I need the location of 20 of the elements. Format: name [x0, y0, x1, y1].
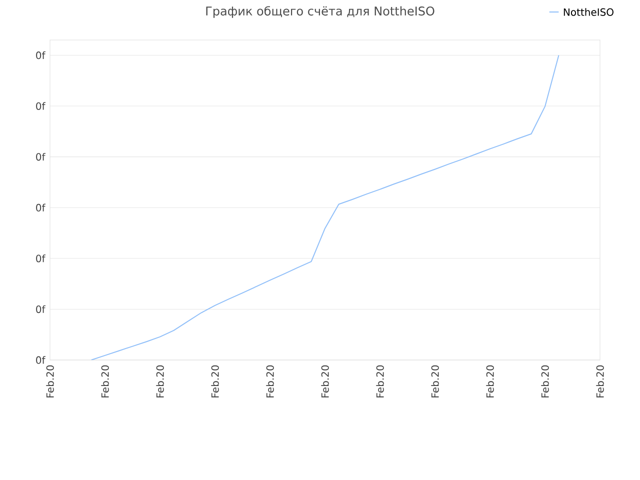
text: 0f	[36, 102, 46, 110]
x-tick-label: Feb.20	[486, 365, 494, 398]
legend-label: NottheISO	[564, 8, 614, 16]
x-tick-label: Feb.20	[541, 365, 549, 398]
x-tick-label: Feb.20	[156, 365, 164, 398]
text: 0f	[36, 254, 46, 262]
x-tick-label: Feb.20	[101, 365, 109, 398]
x-tick-label: Feb.20	[266, 365, 274, 398]
text: 0f	[36, 51, 46, 60]
x-tick-label: Feb.20	[321, 365, 329, 398]
x-tick-label: Feb.20	[596, 365, 604, 398]
x-tick-label: Feb.20	[46, 365, 54, 398]
text: 0f	[36, 204, 46, 212]
x-tick-label: Feb.20	[211, 365, 219, 398]
x-tick-label: Feb.20	[431, 365, 439, 398]
chart-title: График общего счёта для NottheISO	[206, 6, 434, 18]
text: 0f	[36, 356, 46, 364]
text: 0f	[36, 152, 46, 161]
x-tick-label: Feb.20	[376, 365, 384, 398]
text: 0f	[36, 305, 46, 314]
